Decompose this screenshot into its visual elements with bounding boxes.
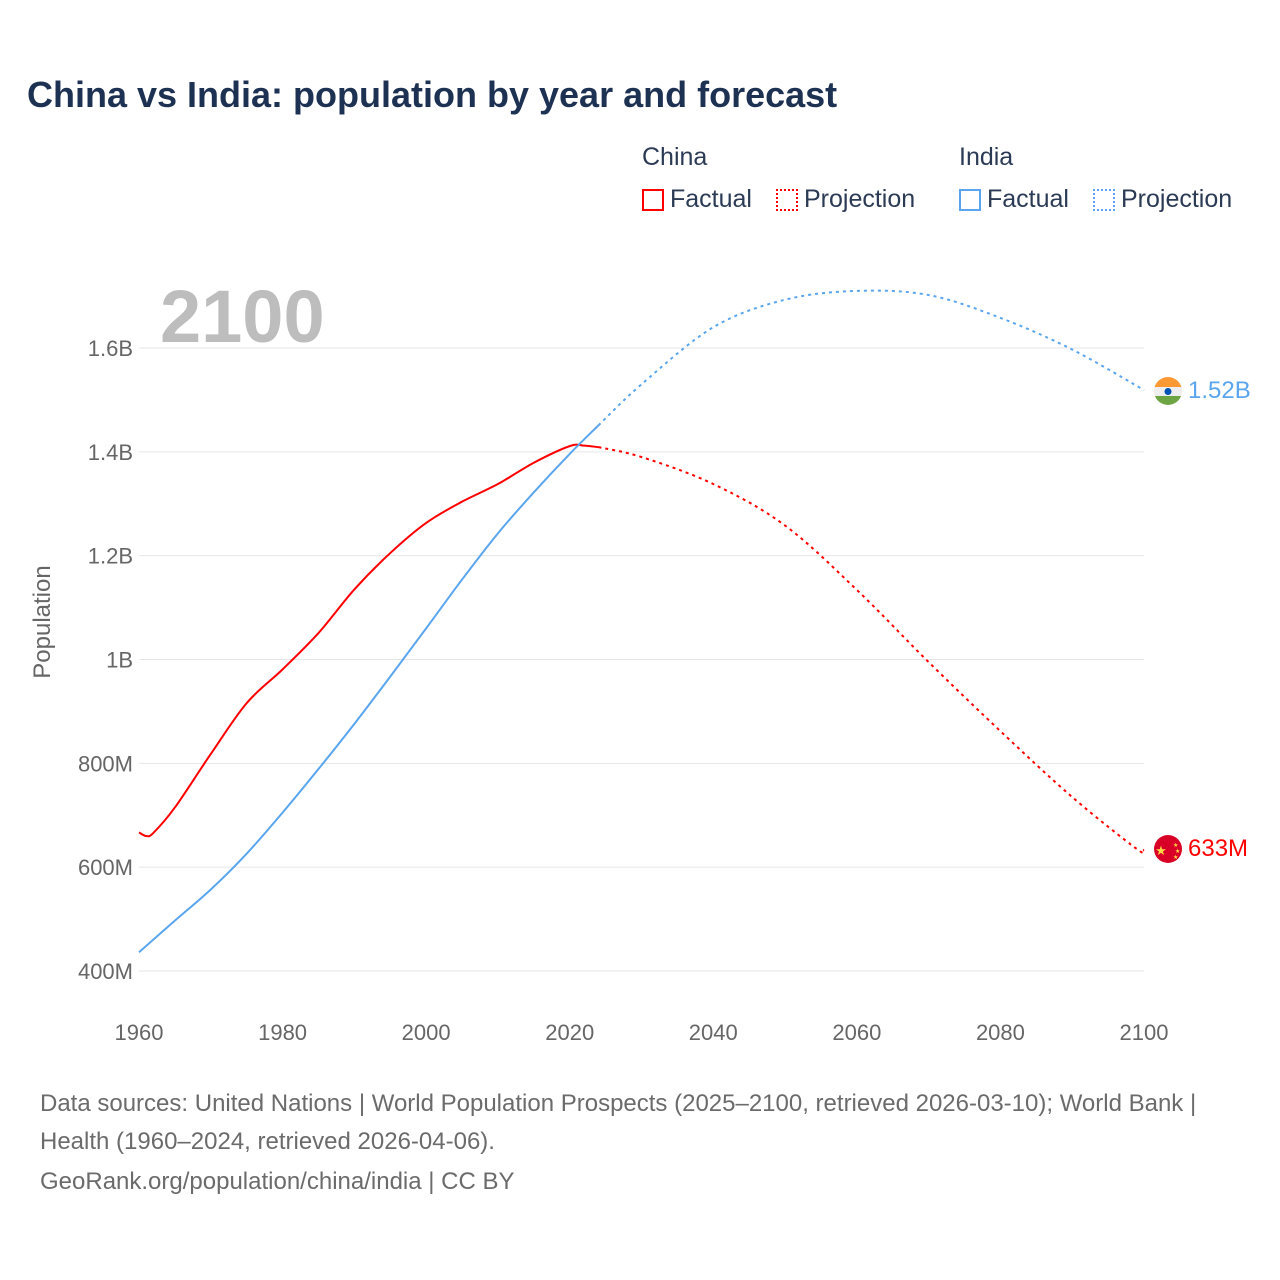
india-flag-icon: [1154, 377, 1182, 405]
x-tick-label: 2100: [1120, 1020, 1169, 1045]
india-projection-line: [597, 289, 1145, 427]
x-tick-label: 2080: [976, 1020, 1025, 1045]
y-tick-label: 600M: [78, 855, 133, 880]
legend-china-factual[interactable]: Factual: [642, 185, 752, 214]
y-tick-label: 1B: [106, 648, 133, 673]
legend-india-projection[interactable]: Projection: [1093, 185, 1232, 214]
legend-label: Factual: [987, 185, 1069, 213]
china-flag-icon: ★ ★ ★ ★: [1154, 835, 1182, 863]
year-watermark: 2100: [160, 275, 325, 358]
legend-swatch-solid: [959, 188, 981, 211]
x-tick-label: 2040: [689, 1020, 738, 1045]
y-tick-label: 1.2B: [88, 544, 133, 569]
legend-india-factual[interactable]: Factual: [959, 185, 1069, 214]
x-tick-label: 1960: [115, 1020, 164, 1045]
svg-text:★: ★: [1173, 854, 1178, 861]
china-factual-line: [138, 443, 599, 838]
india-factual-line: [138, 424, 600, 954]
plot-area: 400M 600M 800M 1B 1.2B 1.4B 1.6B 1960 1980 2000 20…: [29, 275, 1251, 1045]
legend-swatch-dotted: [776, 188, 798, 211]
svg-text:★: ★: [1175, 848, 1180, 855]
legend-china-projection[interactable]: Projection: [776, 185, 915, 214]
legend-group-china: China: [642, 143, 708, 171]
legend-label: Factual: [670, 185, 752, 213]
chart-title: China vs India: population by year and f…: [27, 74, 838, 115]
credit-link[interactable]: GeoRank.org/population/china/india | CC …: [40, 1168, 515, 1195]
y-axis-label: Population: [29, 565, 56, 678]
x-tick-label: 1980: [258, 1020, 307, 1045]
x-tick-label: 2000: [402, 1020, 451, 1045]
y-tick-label: 400M: [78, 959, 133, 984]
x-tick-label: 2060: [832, 1020, 881, 1045]
svg-text:★: ★: [1173, 842, 1178, 849]
india-end-label: 1.52B: [1188, 377, 1251, 404]
china-projection-line: [598, 446, 1146, 855]
y-tick-label: 800M: [78, 751, 133, 776]
y-tick-label: 1.4B: [88, 440, 133, 465]
y-tick-label: 1.6B: [88, 336, 133, 361]
svg-text:★: ★: [1155, 843, 1167, 858]
x-tick-label: 2020: [545, 1020, 594, 1045]
china-end-label: 633M: [1188, 835, 1248, 862]
legend-group-india: India: [959, 143, 1014, 171]
legend-label: Projection: [1121, 185, 1233, 213]
data-sources: Data sources: United Nations | World Pop…: [40, 1090, 1197, 1155]
legend-label: Projection: [804, 185, 916, 213]
legend-swatch-dotted: [1093, 188, 1115, 211]
legend-swatch-solid: [642, 188, 664, 211]
